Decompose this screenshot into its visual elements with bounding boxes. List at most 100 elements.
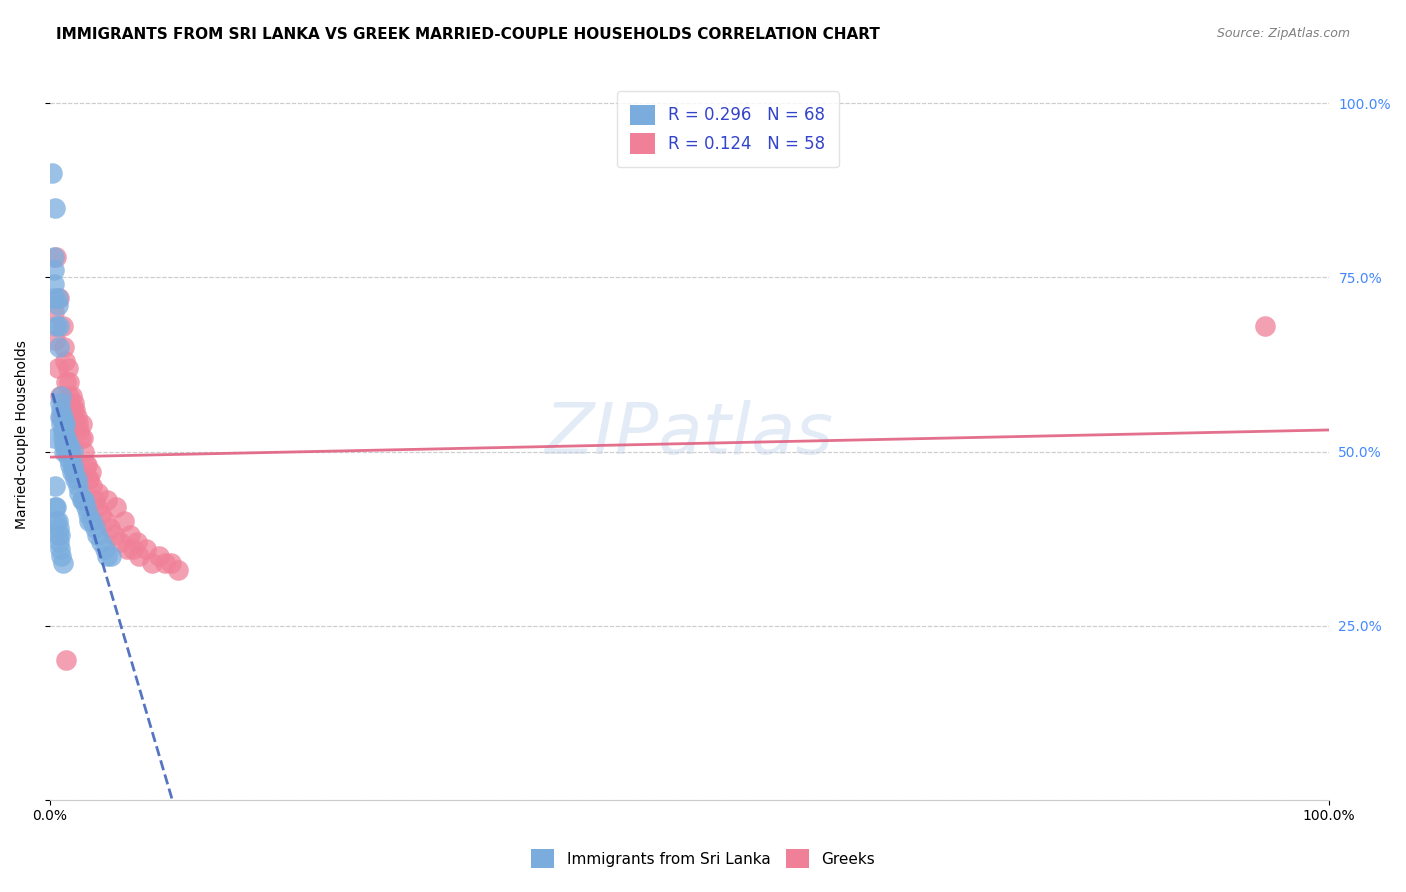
Point [53,431,76,445]
Point [52,319,75,334]
Point [66,479,89,493]
Point [67,486,90,500]
Point [46,528,69,542]
Point [80,514,103,528]
Point [51,417,73,431]
Point [44,479,66,493]
Point [56,444,79,458]
Point [83,493,105,508]
Point [160,556,183,570]
Point [128,549,150,563]
Point [45,500,67,515]
Point [108,535,131,549]
Point [1254,319,1277,334]
Point [90,535,112,549]
Point [67,424,90,438]
Point [79,514,101,528]
Point [79,472,101,486]
Point [63,466,86,480]
Point [53,417,76,431]
Point [48,340,70,354]
Point [51,409,73,424]
Point [76,458,98,473]
Point [42,291,65,305]
Point [42,305,65,319]
Point [72,431,94,445]
Point [115,542,138,557]
Point [62,458,84,473]
Point [52,556,75,570]
Point [141,556,163,570]
Point [45,319,67,334]
Point [63,396,86,410]
Point [51,402,73,417]
Point [105,500,128,515]
Point [58,437,80,451]
Point [66,409,89,424]
Point [70,417,93,431]
Point [90,507,112,521]
Point [51,549,73,563]
Point [56,437,79,451]
Point [166,563,188,577]
Point [77,472,100,486]
Point [60,466,83,480]
Point [52,431,75,445]
Point [60,409,83,424]
Point [80,466,103,480]
Point [48,535,70,549]
Point [45,514,67,528]
Point [42,250,65,264]
Point [46,291,69,305]
Point [98,521,121,535]
Point [73,493,96,508]
Point [52,417,75,431]
Point [49,409,72,424]
Point [42,263,65,277]
Text: ZIPatlas: ZIPatlas [544,400,834,468]
Point [59,458,82,473]
Point [58,451,80,466]
Y-axis label: Married-couple Households: Married-couple Households [15,340,30,529]
Point [55,431,77,445]
Point [53,354,76,368]
Point [120,528,142,542]
Point [96,549,118,563]
Point [87,486,110,500]
Point [72,493,94,508]
Point [66,417,89,431]
Point [65,472,87,486]
Point [59,396,82,410]
Point [135,542,157,557]
Point [52,424,75,438]
Point [70,493,93,508]
Text: Source: ZipAtlas.com: Source: ZipAtlas.com [1216,27,1350,40]
Point [44,333,66,347]
Point [148,549,170,563]
Point [65,417,87,431]
Point [49,542,72,557]
Point [44,500,66,515]
Point [59,444,82,458]
Point [55,444,77,458]
Point [48,291,70,305]
Point [46,298,69,312]
Point [75,500,97,515]
Point [56,361,79,376]
Point [86,500,108,515]
Point [48,521,70,535]
Text: IMMIGRANTS FROM SRI LANKA VS GREEK MARRIED-COUPLE HOUSEHOLDS CORRELATION CHART: IMMIGRANTS FROM SRI LANKA VS GREEK MARRI… [56,27,880,42]
Point [94,514,117,528]
Point [44,201,66,215]
Point [49,528,72,542]
Point [122,542,145,557]
Point [49,396,72,410]
Point [55,653,77,667]
Point [42,277,65,292]
Point [60,389,83,403]
Point [51,389,73,403]
Point [42,431,65,445]
Point [46,514,69,528]
Point [46,361,69,376]
Point [75,458,97,473]
